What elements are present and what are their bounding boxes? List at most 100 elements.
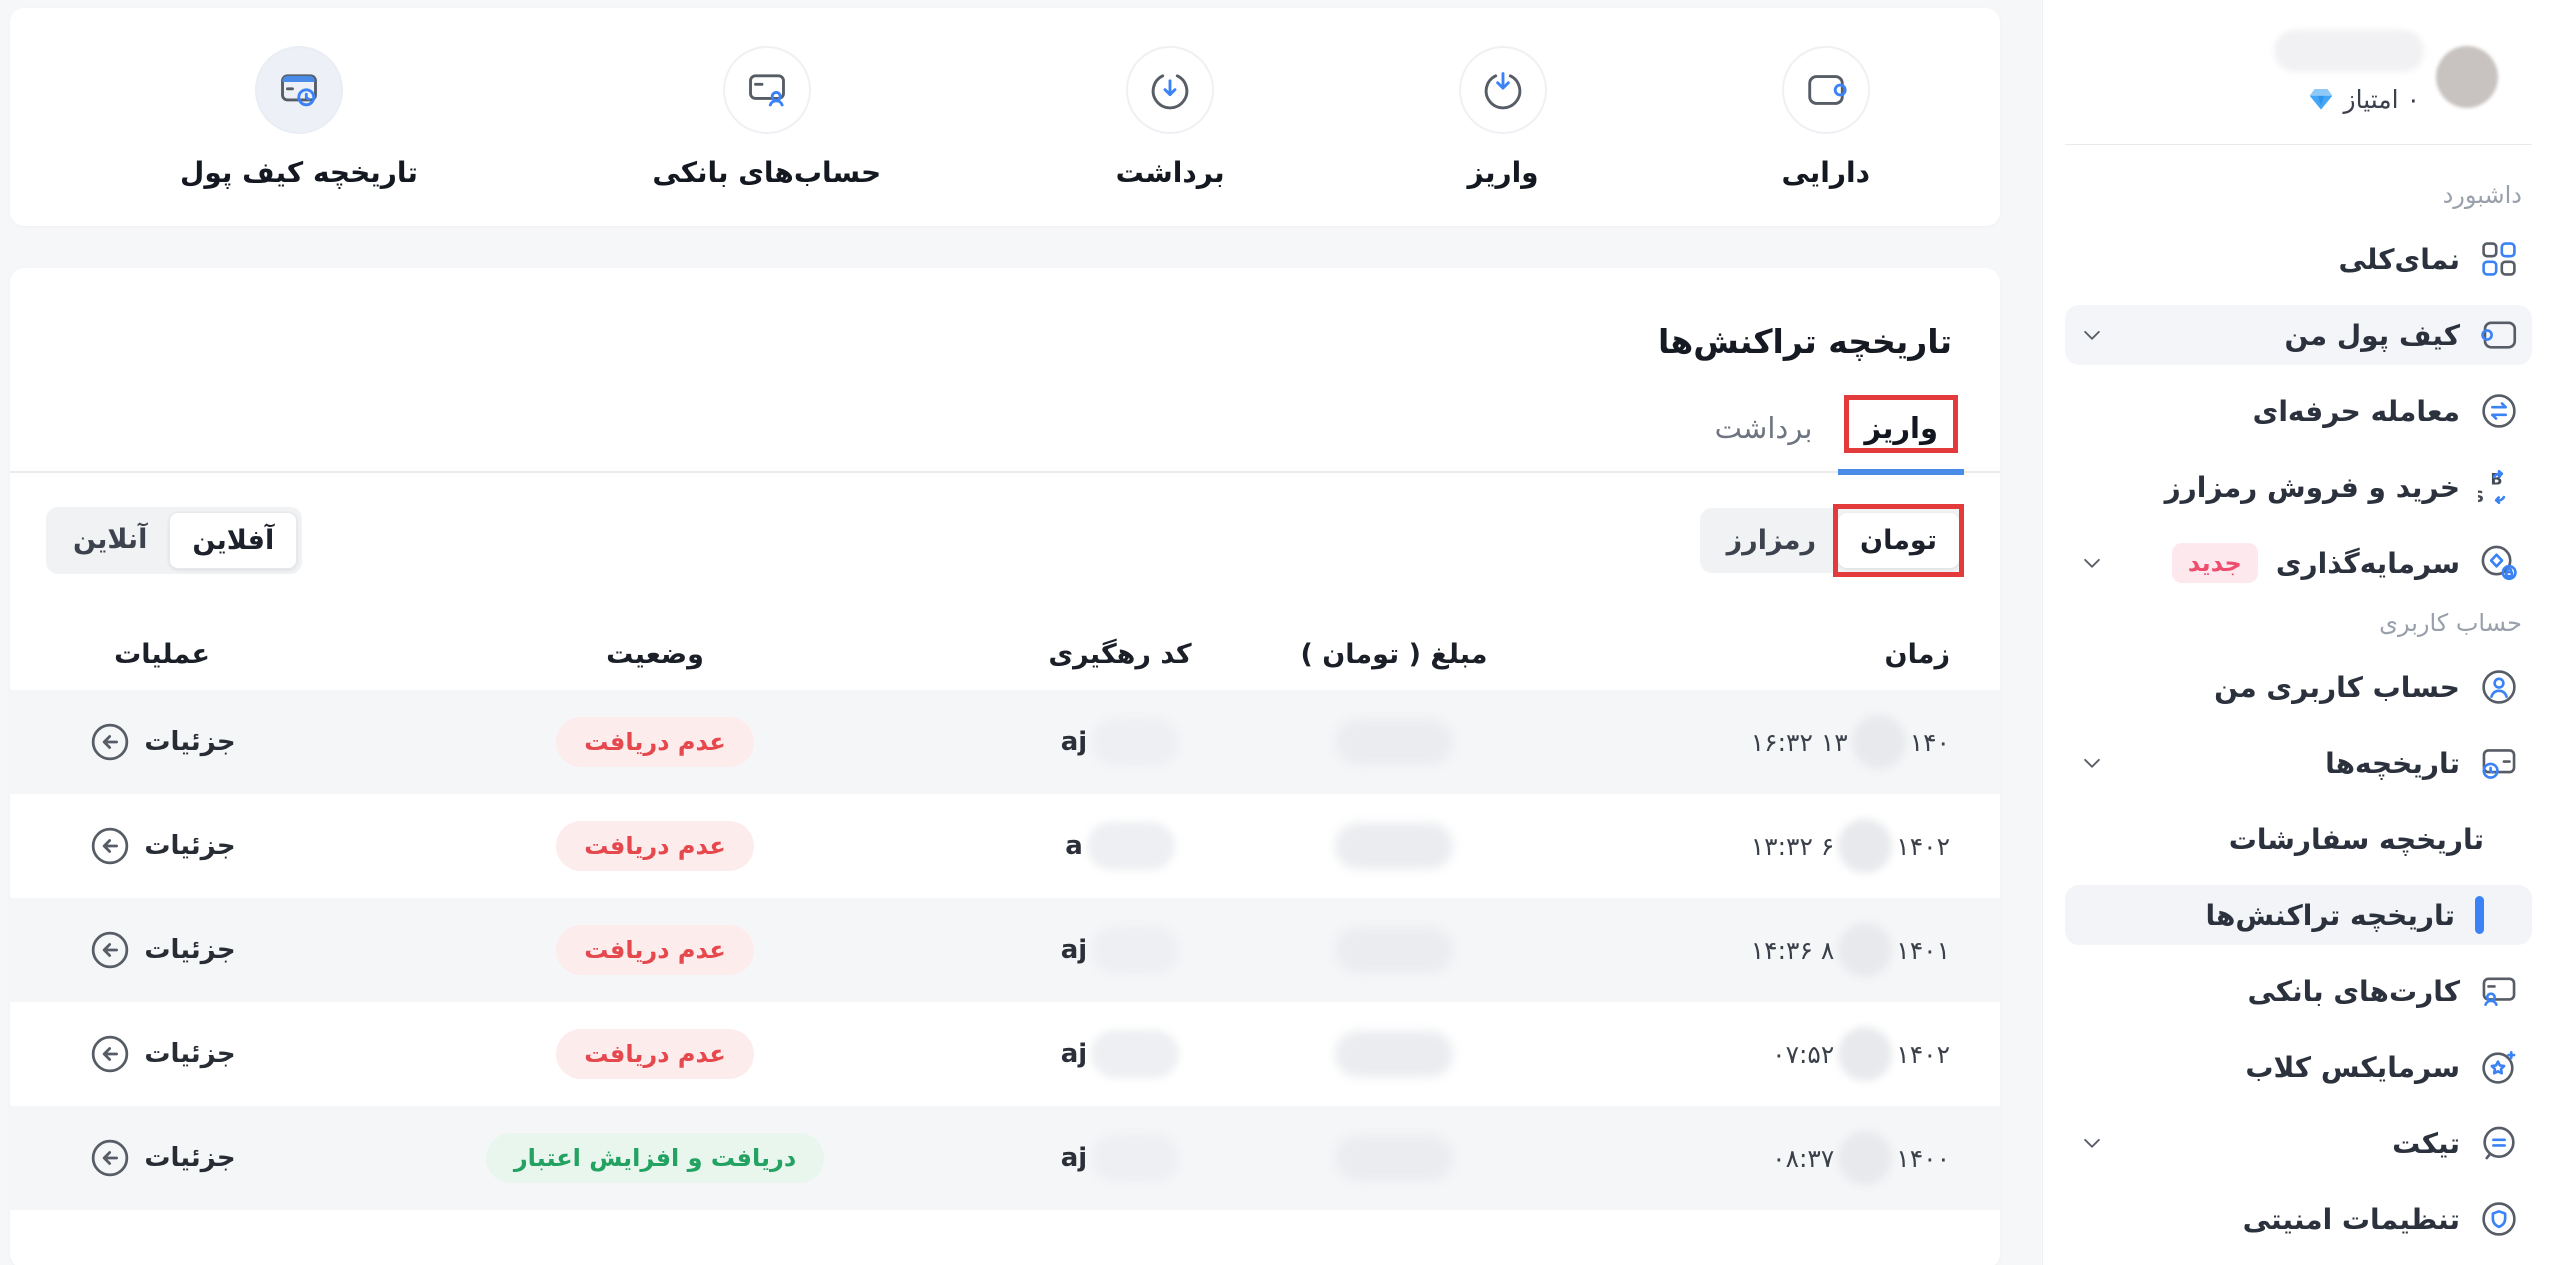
col-header-tracking-code: کد رهگیری — [1048, 638, 1192, 670]
toggle-toman[interactable]: تومان — [1833, 504, 1964, 577]
col-header-time: زمان — [1884, 638, 1950, 670]
mode-toggle: آفلاین آنلاین — [46, 507, 303, 574]
redacted-code — [1091, 718, 1180, 766]
table-row: ۱۴۰ ۱۳ ۱۶:۳۲ aj عدم دریافت جزئیات — [10, 690, 2000, 794]
sidebar-item-label: تاریخچه‌ها — [2325, 746, 2460, 780]
col-header-status: وضعیت — [606, 638, 704, 670]
tab-deposit[interactable]: واریز — [1838, 395, 1964, 475]
quick-action-label: حساب‌های بانکی — [652, 155, 882, 189]
sidebar-item-label: تنظیمات امنیتی — [2242, 1202, 2460, 1236]
status-badge: دریافت و افزایش اعتبار — [485, 1133, 825, 1183]
chevron-down-icon[interactable] — [2077, 320, 2107, 350]
details-button[interactable]: جزئیات — [10, 720, 314, 764]
sidebar-item-ticket[interactable]: تیکت — [2065, 1113, 2532, 1173]
redacted-amount — [1335, 1135, 1453, 1181]
avatar[interactable] — [2436, 46, 2498, 108]
sidebar-nav: داشبورد نمای‌کلی — [2065, 145, 2532, 1249]
tab-withdraw[interactable]: برداشت — [1714, 411, 1813, 445]
section-label-account: حساب کاربری — [2379, 609, 2522, 637]
redacted-amount — [1335, 823, 1453, 869]
section-label-dashboard: داشبورد — [2442, 181, 2522, 209]
toggle-offline[interactable]: آفلاین — [169, 512, 298, 569]
col-header-actions: عملیات — [114, 638, 210, 670]
cell-tracking-code: a — [996, 822, 1244, 870]
grid-icon — [2478, 238, 2520, 280]
quick-action-bank-accounts[interactable]: حساب‌های بانکی — [652, 45, 882, 189]
sidebar-item-label: تاریخچه تراکنش‌ها — [2205, 898, 2456, 932]
arrow-left-circle-icon — [92, 1035, 129, 1073]
sidebar-item-orders-history[interactable]: تاریخچه سفارشات — [2065, 809, 2532, 869]
details-button[interactable]: جزئیات — [10, 824, 314, 868]
main-content: دارایی واریز برداشت — [10, 8, 2000, 1210]
details-button[interactable]: جزئیات — [10, 1032, 314, 1076]
cell-tracking-code: aj — [996, 718, 1244, 766]
arrow-left-circle-icon — [92, 827, 129, 865]
cell-tracking-code: aj — [996, 926, 1244, 974]
quick-action-label: دارایی — [1781, 155, 1870, 189]
cell-amount — [1244, 1031, 1544, 1077]
chevron-down-icon[interactable] — [2077, 1128, 2107, 1158]
points-label: ۰ امتیاز — [2343, 84, 2421, 114]
chevron-down-icon[interactable] — [2077, 748, 2107, 778]
quick-action-withdraw[interactable]: برداشت — [1116, 45, 1225, 189]
sidebar-item-label: سرمایکس کلاب — [2245, 1050, 2460, 1084]
cell-tracking-code: aj — [996, 1030, 1244, 1078]
bank-cards-icon — [722, 45, 811, 134]
cell-time: ۱۴۰۲ ۶ ۱۳:۳۲ — [1544, 819, 2000, 873]
toggle-online[interactable]: آنلاین — [73, 524, 148, 555]
toggle-crypto[interactable]: رمزارز — [1726, 525, 1817, 556]
wallet-icon — [2478, 314, 2520, 356]
sidebar-item-label: تیکت — [2392, 1126, 2460, 1160]
withdraw-icon — [1126, 45, 1215, 134]
tx-filters: تومان رمزارز آفلاین آنلاین — [46, 504, 1964, 577]
cell-status: عدم دریافت — [314, 821, 996, 871]
sidebar-item-security-settings[interactable]: تنظیمات امنیتی — [2065, 1189, 2532, 1249]
sidebar-item-my-wallet[interactable]: کیف پول من — [2065, 305, 2532, 365]
quick-action-label: تاریخچه کیف پول — [180, 155, 418, 189]
buy-sell-icon: B S — [2478, 466, 2520, 508]
username-redacted — [2274, 30, 2424, 72]
card-clock-icon — [2478, 742, 2520, 784]
redacted-code — [1091, 926, 1180, 974]
table-row: ۱۴۰۰ ۰۸:۳۷ aj دریافت و افزایش اعتبار جزئ… — [10, 1106, 2000, 1210]
chat-icon — [2478, 1122, 2520, 1164]
quick-action-wallet-history[interactable]: تاریخچه کیف پول — [180, 45, 418, 189]
cell-time: ۱۴۰۰ ۰۸:۳۷ — [1544, 1131, 2000, 1185]
sidebar-divider — [2065, 144, 2532, 145]
profile-block[interactable]: ۰ امتیاز — [2065, 26, 2532, 114]
sidebar-item-transactions-history[interactable]: تاریخچه تراکنش‌ها — [2065, 885, 2532, 945]
sidebar-item-histories[interactable]: تاریخچه‌ها — [2065, 733, 2532, 793]
sidebar-item-overview[interactable]: نمای‌کلی — [2065, 229, 2532, 289]
investment-icon — [2478, 542, 2520, 584]
sidebar-item-label: سرمایه‌گذاری — [2275, 546, 2460, 580]
star-circle-icon — [2478, 1046, 2520, 1088]
sidebar-item-investment[interactable]: سرمایه‌گذاری جدید — [2065, 533, 2532, 593]
details-button[interactable]: جزئیات — [10, 928, 314, 972]
sidebar-item-buy-sell-crypto[interactable]: B S خرید و فروش رمزارز — [2065, 457, 2532, 517]
sidebar-item-sarmayex-club[interactable]: سرمایکس کلاب — [2065, 1037, 2532, 1097]
exchange-circle-icon — [2478, 390, 2520, 432]
profile-info: ۰ امتیاز — [2274, 30, 2424, 114]
quick-action-assets[interactable]: دارایی — [1781, 45, 1870, 189]
quick-action-deposit[interactable]: واریز — [1459, 45, 1548, 189]
redacted-code — [1086, 822, 1175, 870]
sidebar-item-bank-cards[interactable]: کارت‌های بانکی — [2065, 961, 2532, 1021]
quick-action-label: واریز — [1467, 155, 1539, 189]
cell-status: عدم دریافت — [314, 925, 996, 975]
cell-tracking-code: aj — [996, 1134, 1244, 1182]
chevron-down-icon[interactable] — [2077, 548, 2107, 578]
details-button[interactable]: جزئیات — [10, 1136, 314, 1180]
cell-time: ۱۴۰ ۱۳ ۱۶:۳۲ — [1544, 715, 2000, 769]
deposit-icon — [1459, 45, 1548, 134]
redacted-amount — [1335, 927, 1453, 973]
sidebar-item-label: حساب کاربری من — [2214, 670, 2460, 704]
redacted-code — [1091, 1134, 1180, 1182]
quick-actions-card: دارایی واریز برداشت — [10, 8, 2000, 226]
cell-time: ۱۴۰۱ ۸ ۱۴:۳۶ — [1544, 923, 2000, 977]
sidebar-item-pro-trade[interactable]: معامله حرفه‌ای — [2065, 381, 2532, 441]
sidebar-item-my-account[interactable]: حساب کاربری من — [2065, 657, 2532, 717]
redacted-amount — [1335, 719, 1453, 765]
cell-status: عدم دریافت — [314, 1029, 996, 1079]
status-badge: عدم دریافت — [556, 925, 754, 975]
